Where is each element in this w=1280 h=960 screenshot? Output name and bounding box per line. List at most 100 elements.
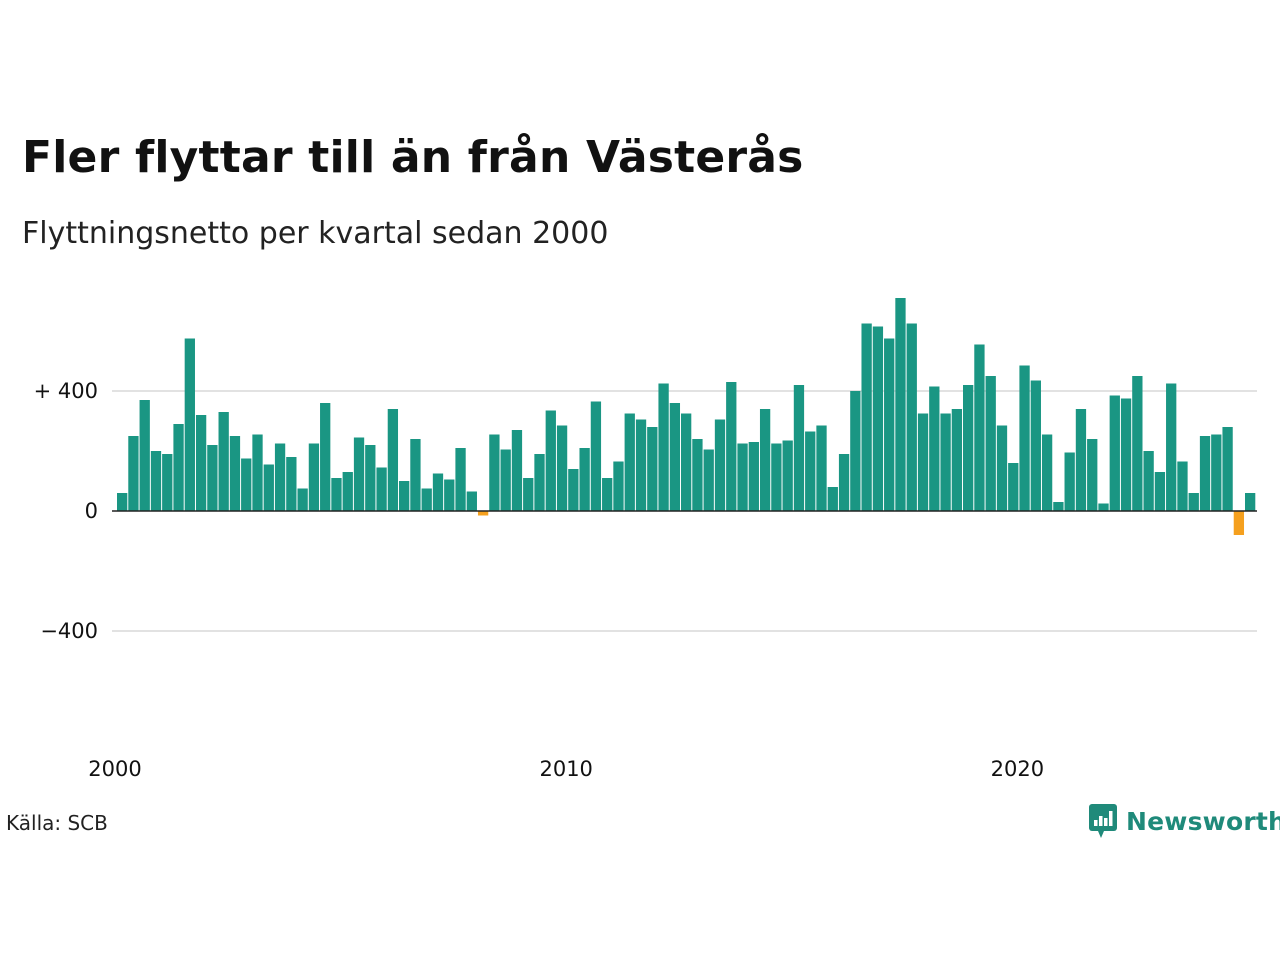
bar — [1109, 395, 1120, 511]
bar — [658, 383, 669, 511]
bar — [117, 493, 128, 511]
bar — [1041, 434, 1053, 511]
bar — [613, 461, 624, 511]
source-note: Källa: SCB — [6, 811, 108, 835]
bar — [771, 443, 782, 511]
bar — [1019, 365, 1030, 511]
bar — [974, 344, 985, 511]
bar — [477, 511, 489, 516]
bar — [297, 488, 308, 511]
bar — [1008, 463, 1019, 511]
bar — [523, 478, 534, 511]
bar — [1064, 452, 1075, 511]
bar — [1154, 472, 1166, 511]
bar — [353, 437, 365, 511]
bar — [286, 457, 297, 511]
bar — [387, 409, 399, 511]
bar — [162, 454, 173, 511]
bar — [376, 467, 387, 511]
bar — [568, 469, 579, 511]
bar — [1245, 493, 1256, 511]
bar — [579, 448, 590, 511]
bar — [466, 491, 477, 511]
bar — [703, 449, 714, 511]
bar — [963, 385, 974, 511]
bar — [1030, 380, 1041, 511]
bar — [455, 448, 466, 511]
bar — [590, 401, 602, 511]
bar — [669, 403, 681, 511]
bar — [681, 413, 692, 511]
bar — [805, 431, 816, 511]
bar — [793, 385, 805, 511]
bar — [184, 338, 195, 511]
bar — [624, 413, 635, 511]
chart-title: Fler flyttar till än från Västerås — [22, 132, 804, 183]
bar — [985, 376, 996, 511]
bar — [1222, 427, 1233, 511]
bar — [726, 382, 737, 511]
bar — [1188, 493, 1199, 511]
bar — [635, 419, 647, 511]
bar — [263, 464, 274, 511]
x-tick-label: 2020 — [991, 757, 1044, 781]
bar — [511, 430, 523, 511]
bar — [602, 478, 613, 511]
bar — [1098, 503, 1109, 511]
chart-subtitle: Flyttningsnetto per kvartal sedan 2000 — [22, 216, 609, 251]
bar — [1177, 461, 1188, 511]
bar — [308, 443, 320, 511]
y-tick-label: 0 — [85, 499, 98, 523]
bar — [444, 479, 455, 511]
bar — [850, 391, 861, 511]
bar — [410, 439, 421, 511]
bar — [342, 472, 353, 511]
bar — [692, 439, 703, 511]
bar — [1166, 383, 1177, 511]
bar — [917, 413, 929, 511]
bar — [500, 449, 511, 511]
x-tick-label: 2000 — [88, 757, 141, 781]
bar — [1087, 439, 1098, 511]
bar — [759, 409, 771, 511]
bar — [737, 443, 748, 511]
y-tick-label: + 400 — [34, 379, 98, 403]
bar — [241, 458, 252, 511]
bar — [940, 413, 951, 511]
bar — [421, 488, 432, 511]
bar — [365, 445, 376, 511]
bar — [929, 386, 940, 511]
bar — [556, 425, 568, 511]
bar — [331, 478, 342, 511]
brand-logo: Newsworthy — [1088, 803, 1280, 839]
bar — [884, 338, 895, 511]
bar — [320, 403, 331, 511]
bar — [861, 323, 872, 511]
bar — [252, 434, 263, 511]
bar — [906, 323, 917, 511]
bar — [996, 425, 1008, 511]
bar — [534, 454, 545, 511]
bar — [399, 481, 410, 511]
y-tick-label: −400 — [40, 619, 98, 643]
bar — [1199, 436, 1211, 511]
x-tick-label: 2010 — [539, 757, 592, 781]
bar — [714, 419, 726, 511]
bar — [838, 454, 850, 511]
bar — [1120, 398, 1132, 511]
bar — [1053, 502, 1064, 511]
bar — [782, 440, 793, 511]
bar — [150, 451, 162, 511]
bar — [1143, 451, 1154, 511]
bar — [872, 326, 884, 511]
bar — [229, 436, 241, 511]
bar — [218, 412, 229, 511]
bar — [432, 473, 444, 511]
bar — [1132, 376, 1143, 511]
bar — [173, 424, 184, 511]
bar — [545, 410, 556, 511]
bar — [195, 415, 207, 511]
bar — [489, 434, 500, 511]
bar — [1211, 434, 1222, 511]
